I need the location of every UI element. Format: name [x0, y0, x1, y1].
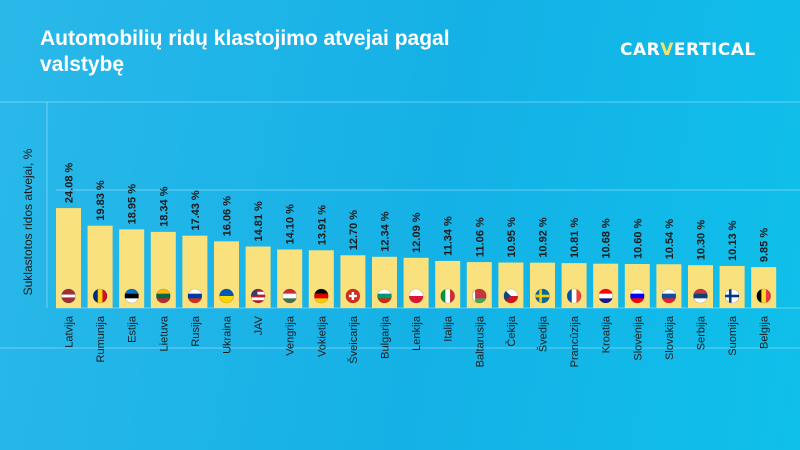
- category-label: Rusija: [190, 315, 202, 346]
- bar-value-label: 10.54 %: [664, 219, 676, 260]
- flags-group: [61, 288, 772, 304]
- flag-icon: [251, 289, 266, 303]
- category-labels-group: Latvija Rumunija Estija Lietuva Rusija Ukrain…: [64, 315, 771, 367]
- category-label: Slovėnija: [632, 315, 644, 361]
- flag-icon: [598, 289, 613, 303]
- category-label: Vengrija: [285, 315, 297, 356]
- bar-value-label: 9.85 %: [759, 228, 771, 262]
- bar-value-label: 17.43 %: [190, 190, 202, 231]
- flag-icon: [314, 289, 329, 303]
- bar-value-label: 10.13 %: [727, 220, 739, 261]
- bar-value-label: 10.95 %: [506, 217, 518, 258]
- bar-value-label: 12.70 %: [348, 210, 360, 251]
- category-label: JAV: [253, 315, 265, 335]
- category-label: Kroatija: [601, 315, 613, 353]
- category-label: Šveicarija: [347, 315, 360, 364]
- bar-value-label: 12.34 %: [380, 211, 392, 252]
- category-label: Latvija: [64, 315, 76, 348]
- flag-icon: [535, 289, 550, 303]
- flag-icon: [377, 289, 392, 303]
- bar-value-label: 14.10 %: [285, 204, 297, 245]
- y-axis-label: Suklastotos ridos atvejai, %: [21, 148, 35, 295]
- bar-value-label: 10.60 %: [632, 218, 644, 259]
- flag-icon: [93, 289, 108, 303]
- category-label: Lenkija: [411, 315, 423, 351]
- bar-value-label: 12.09 %: [411, 212, 423, 253]
- flag-icon: [756, 289, 771, 303]
- bar-value-label: 11.06 %: [474, 217, 486, 257]
- chart-title: Automobilių ridų klastojimo atvejai paga…: [40, 27, 450, 76]
- flag-icon: [282, 289, 297, 303]
- category-label: Rumunija: [95, 315, 107, 362]
- flag-icon: [725, 289, 740, 303]
- flag-icon: [503, 289, 518, 303]
- logo-suffix: ERTICAL: [673, 40, 756, 60]
- gridlines: [0, 101, 800, 349]
- flag-icon: [409, 289, 424, 303]
- bar-value-label: 11.34 %: [443, 216, 455, 256]
- category-label: Baltarusija: [474, 315, 486, 367]
- value-labels-group: 24.08 % 19.83 % 18.95 % 18.34 % 17.43 % 16.06…: [64, 162, 771, 262]
- category-label: Belgija: [759, 315, 771, 349]
- category-label: Čekija: [505, 315, 518, 346]
- bar-value-label: 10.30 %: [696, 220, 708, 261]
- flag-icon: [124, 289, 139, 303]
- category-label: Estija: [127, 315, 139, 343]
- flag-icon: [440, 289, 455, 303]
- category-label: Ukraina: [222, 315, 234, 354]
- category-label: Slovakija: [664, 315, 676, 360]
- category-label: Bulgarija: [380, 315, 392, 359]
- flag-icon: [219, 289, 234, 303]
- bar-value-label: 19.83 %: [95, 180, 107, 221]
- flag-icon: [345, 289, 360, 303]
- bar-value-label: 10.92 %: [538, 217, 550, 258]
- logo-accent-v: V: [660, 40, 674, 60]
- flag-icon: [661, 289, 676, 303]
- flag-icon: [567, 289, 582, 303]
- category-label: Prancūzija: [569, 315, 581, 367]
- bar-value-label: 18.95 %: [127, 184, 139, 225]
- bar-value-label: 16.06 %: [222, 196, 234, 237]
- category-label: Švedija: [537, 315, 550, 352]
- bar-value-label: 10.68 %: [601, 218, 613, 259]
- logo-prefix: CAR: [620, 40, 661, 60]
- category-label: Serbija: [696, 315, 708, 350]
- flag-icon: [693, 289, 708, 303]
- category-label: Suomija: [727, 315, 739, 356]
- flag-icon: [472, 289, 487, 303]
- flag-icon: [630, 289, 645, 303]
- carvertical-logo: CARVERTICAL: [620, 40, 756, 60]
- bar-value-label: 10.81 %: [569, 218, 581, 259]
- bar-value-label: 14.81 %: [253, 201, 265, 242]
- flag-icon: [187, 289, 202, 303]
- bar-value-label: 13.91 %: [316, 205, 328, 246]
- bar-value-label: 24.08 %: [64, 162, 76, 203]
- category-label: Vokietija: [316, 315, 328, 357]
- category-label: Lietuva: [158, 315, 170, 351]
- bar-value-label: 18.34 %: [158, 186, 170, 227]
- flag-icon: [156, 289, 171, 303]
- category-label: Italija: [443, 315, 455, 342]
- flag-icon: [61, 289, 76, 303]
